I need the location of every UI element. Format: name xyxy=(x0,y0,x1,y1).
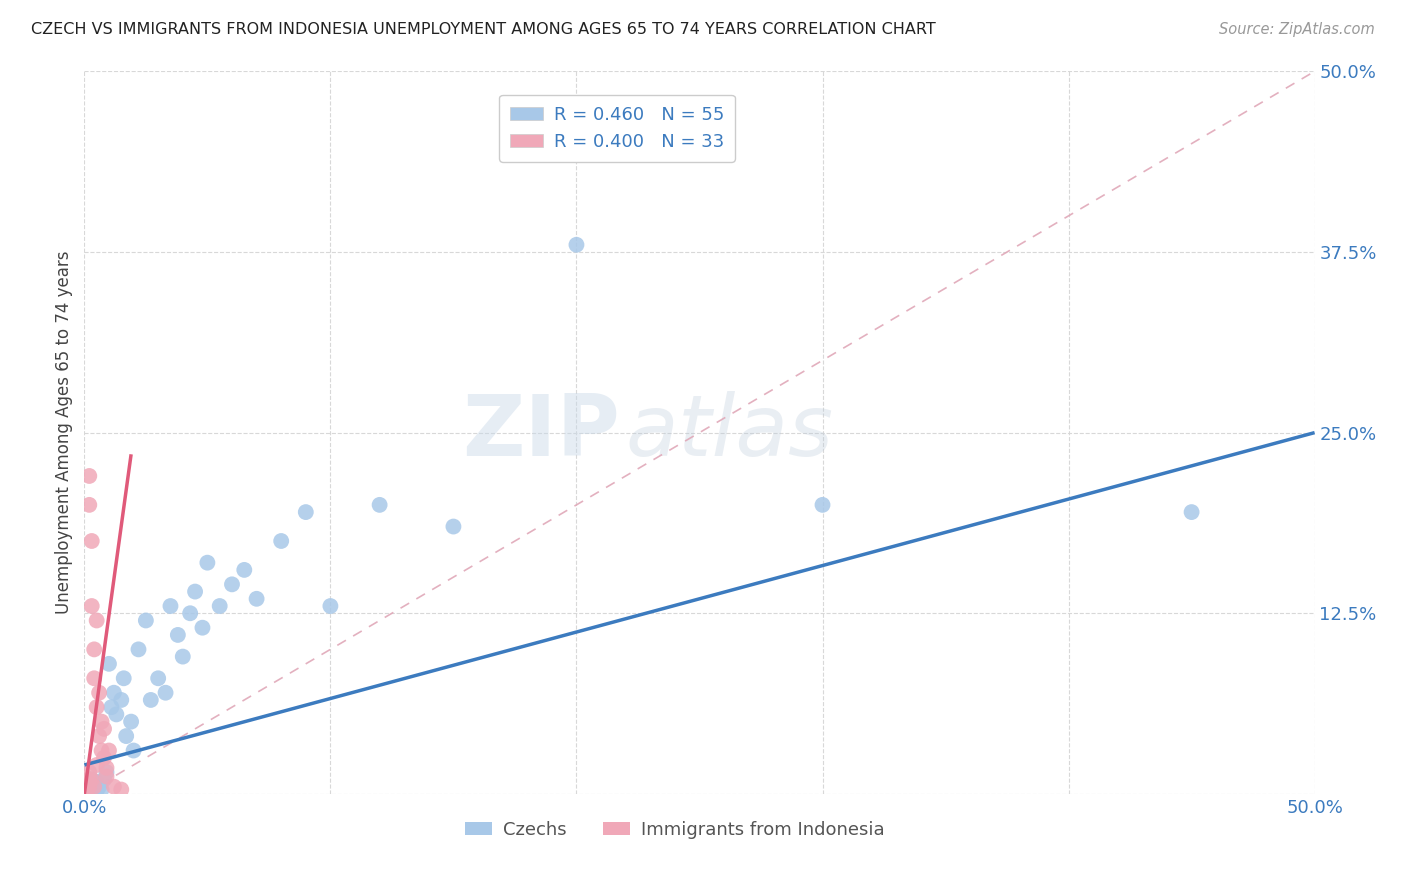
Point xyxy=(83,671,105,685)
Point xyxy=(443,519,465,533)
Point xyxy=(80,533,103,548)
Point xyxy=(76,785,98,799)
Point xyxy=(98,743,120,757)
Point xyxy=(135,614,157,628)
Point xyxy=(120,714,142,729)
Point xyxy=(79,782,101,797)
Point xyxy=(368,498,391,512)
Point xyxy=(179,607,201,621)
Point xyxy=(233,563,256,577)
Point xyxy=(80,781,103,796)
Point xyxy=(128,642,150,657)
Point xyxy=(270,533,292,548)
Point xyxy=(86,775,108,789)
Point xyxy=(811,498,834,512)
Point xyxy=(96,770,118,784)
Point xyxy=(79,775,101,789)
Text: Source: ZipAtlas.com: Source: ZipAtlas.com xyxy=(1219,22,1375,37)
Point xyxy=(110,693,132,707)
Point xyxy=(103,780,125,794)
Point xyxy=(191,621,214,635)
Point xyxy=(208,599,231,613)
Point xyxy=(96,765,118,780)
Point xyxy=(148,671,170,685)
Point xyxy=(115,729,138,743)
Point xyxy=(295,505,318,519)
Point xyxy=(87,729,111,743)
Point xyxy=(96,761,118,775)
Point xyxy=(76,781,98,796)
Point xyxy=(76,782,98,797)
Point xyxy=(76,784,98,798)
Point xyxy=(76,785,98,799)
Point xyxy=(87,686,111,700)
Point xyxy=(83,782,105,797)
Text: atlas: atlas xyxy=(626,391,834,475)
Point xyxy=(86,614,108,628)
Point xyxy=(83,778,105,792)
Point xyxy=(79,765,101,780)
Point xyxy=(80,784,103,798)
Point xyxy=(76,777,98,791)
Y-axis label: Unemployment Among Ages 65 to 74 years: Unemployment Among Ages 65 to 74 years xyxy=(55,251,73,615)
Point xyxy=(100,700,122,714)
Point xyxy=(98,657,120,671)
Point xyxy=(90,782,112,797)
Point xyxy=(80,777,103,791)
Point xyxy=(122,743,145,757)
Point xyxy=(79,778,101,792)
Point xyxy=(79,784,101,798)
Text: CZECH VS IMMIGRANTS FROM INDONESIA UNEMPLOYMENT AMONG AGES 65 TO 74 YEARS CORREL: CZECH VS IMMIGRANTS FROM INDONESIA UNEMP… xyxy=(31,22,935,37)
Point xyxy=(83,642,105,657)
Point xyxy=(172,649,194,664)
Point xyxy=(79,498,101,512)
Point xyxy=(76,784,98,798)
Point xyxy=(86,758,108,772)
Point xyxy=(90,714,112,729)
Point xyxy=(90,743,112,757)
Point xyxy=(76,782,98,797)
Point xyxy=(155,686,177,700)
Point xyxy=(93,722,115,736)
Point xyxy=(110,782,132,797)
Point xyxy=(86,700,108,714)
Point xyxy=(139,693,162,707)
Point xyxy=(221,577,243,591)
Text: ZIP: ZIP xyxy=(461,391,620,475)
Point xyxy=(76,781,98,796)
Point xyxy=(79,780,101,794)
Point xyxy=(93,772,115,787)
Point xyxy=(79,785,101,799)
Point xyxy=(86,784,108,798)
Point xyxy=(197,556,219,570)
Point xyxy=(159,599,181,613)
Point xyxy=(80,599,103,613)
Point xyxy=(105,707,128,722)
Point xyxy=(76,778,98,792)
Point xyxy=(76,780,98,794)
Point xyxy=(80,772,103,787)
Point xyxy=(103,686,125,700)
Point xyxy=(80,772,103,787)
Point xyxy=(83,780,105,794)
Point xyxy=(246,591,269,606)
Point xyxy=(112,671,135,685)
Point xyxy=(79,469,101,483)
Point xyxy=(319,599,342,613)
Legend: Czechs, Immigrants from Indonesia: Czechs, Immigrants from Indonesia xyxy=(458,814,891,847)
Point xyxy=(1181,505,1204,519)
Point xyxy=(87,780,111,794)
Point xyxy=(76,775,98,789)
Point xyxy=(79,772,101,787)
Point xyxy=(184,584,207,599)
Point xyxy=(166,628,188,642)
Point xyxy=(93,751,115,765)
Point xyxy=(565,237,588,252)
Point xyxy=(76,780,98,794)
